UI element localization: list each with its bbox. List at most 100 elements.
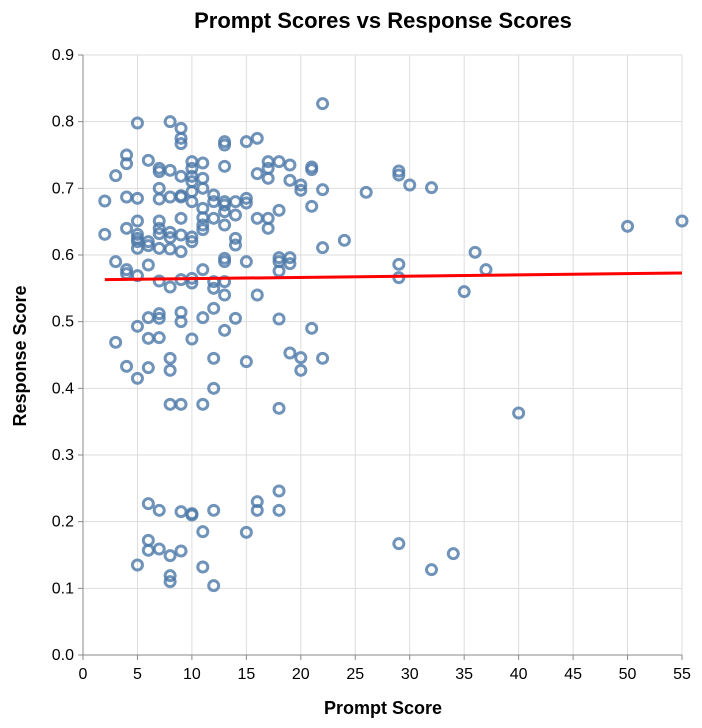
chart-title: Prompt Scores vs Response Scores — [194, 8, 572, 33]
scatter-point — [120, 221, 134, 235]
scatter-point — [392, 168, 406, 182]
scatter-point — [316, 183, 330, 197]
scatter-point — [152, 307, 166, 321]
scatter-point — [141, 311, 155, 325]
scatter-point — [163, 569, 177, 583]
scatter-point — [621, 219, 635, 233]
scatter-point — [239, 525, 253, 539]
y-axis-title: Response Score — [10, 285, 30, 426]
scatter-point — [196, 397, 210, 411]
y-tick-label: 0.8 — [52, 114, 74, 131]
scatter-point — [185, 230, 199, 244]
scatter-point — [130, 558, 144, 572]
scatter-point — [130, 214, 144, 228]
scatter-point — [174, 315, 188, 329]
x-tick-label: 15 — [237, 666, 255, 683]
scatter-point — [239, 255, 253, 269]
scatter-point — [218, 138, 232, 152]
scatter-point — [163, 549, 177, 563]
scatter-point — [316, 241, 330, 255]
trend-line — [104, 271, 683, 282]
scatter-point — [228, 208, 242, 222]
scatter-point — [109, 255, 123, 269]
scatter-point — [163, 363, 177, 377]
x-tick-label: 50 — [619, 666, 637, 683]
scatter-point — [141, 361, 155, 375]
scatter-point — [152, 221, 166, 235]
scatter-point — [218, 255, 232, 269]
scatter-point — [141, 258, 155, 272]
scatter-point — [479, 263, 493, 277]
y-tick-label: 0.0 — [52, 647, 74, 664]
scatter-point — [185, 332, 199, 346]
scatter-point — [283, 257, 297, 271]
x-tick-label: 20 — [292, 666, 310, 683]
scatter-point — [163, 242, 177, 256]
scatter-point — [130, 116, 144, 130]
scatter-point — [163, 575, 177, 589]
scatter-point — [163, 190, 177, 204]
x-tick-label: 45 — [564, 666, 582, 683]
scatter-point — [283, 251, 297, 265]
scatter-point — [218, 323, 232, 337]
scatter-point — [174, 190, 188, 204]
scatter-point — [207, 195, 221, 209]
scatter-point — [250, 131, 264, 145]
scatter-point — [98, 227, 112, 241]
scatter-point — [120, 157, 134, 171]
scatter-point — [218, 218, 232, 232]
scatter-point — [305, 163, 319, 177]
scatter-point — [185, 235, 199, 249]
scatter-point — [218, 205, 232, 219]
scatter-point — [207, 579, 221, 593]
scatter-point — [392, 257, 406, 271]
scatter-point — [283, 173, 297, 187]
scatter-point — [196, 156, 210, 170]
scatter-point — [675, 214, 689, 228]
scatter-point — [218, 275, 232, 289]
x-tick-label: 5 — [133, 666, 142, 683]
scatter-point — [174, 544, 188, 558]
trend-layer — [104, 271, 683, 282]
scatter-point — [239, 191, 253, 205]
scatter-point — [403, 178, 417, 192]
axes: 0 5 10 15 20 25 30 35 40 45 50 55 0.0 0.1 0.2 0.3 0.4 0.5… — [52, 47, 691, 683]
scatter-point — [152, 192, 166, 206]
scatter-point — [185, 161, 199, 175]
scatter-point — [196, 560, 210, 574]
scatter-point — [207, 301, 221, 315]
scatter-point — [163, 351, 177, 365]
y-tick-label: 0.4 — [52, 380, 74, 397]
scatter-point — [359, 185, 373, 199]
scatter-point — [425, 563, 439, 577]
scatter-point — [130, 191, 144, 205]
scatter-point — [316, 97, 330, 111]
scatter-point — [196, 311, 210, 325]
scatter-point — [283, 158, 297, 172]
scatter-point — [261, 221, 275, 235]
x-tick-label: 55 — [673, 666, 691, 683]
scatter-point — [294, 363, 308, 377]
scatter-point — [174, 228, 188, 242]
scatter-point — [152, 214, 166, 228]
scatter-point — [196, 223, 210, 237]
scatter-point — [250, 167, 264, 181]
y-tick-label: 0.9 — [52, 47, 74, 64]
scatter-point — [228, 311, 242, 325]
scatter-point — [272, 203, 286, 217]
scatter-point — [272, 503, 286, 517]
data-points — [98, 97, 689, 593]
scatter-point — [141, 153, 155, 167]
x-tick-label: 35 — [455, 666, 473, 683]
scatter-point — [239, 355, 253, 369]
y-tick-label: 0.5 — [52, 314, 74, 331]
scatter-point — [196, 181, 210, 195]
scatter-point — [272, 264, 286, 278]
scatter-point — [174, 137, 188, 151]
scatter-point — [98, 194, 112, 208]
scatter-point — [152, 503, 166, 517]
scatter-point — [152, 274, 166, 288]
scatter-point — [152, 165, 166, 179]
scatter-point — [446, 547, 460, 561]
scatter-point — [294, 351, 308, 365]
